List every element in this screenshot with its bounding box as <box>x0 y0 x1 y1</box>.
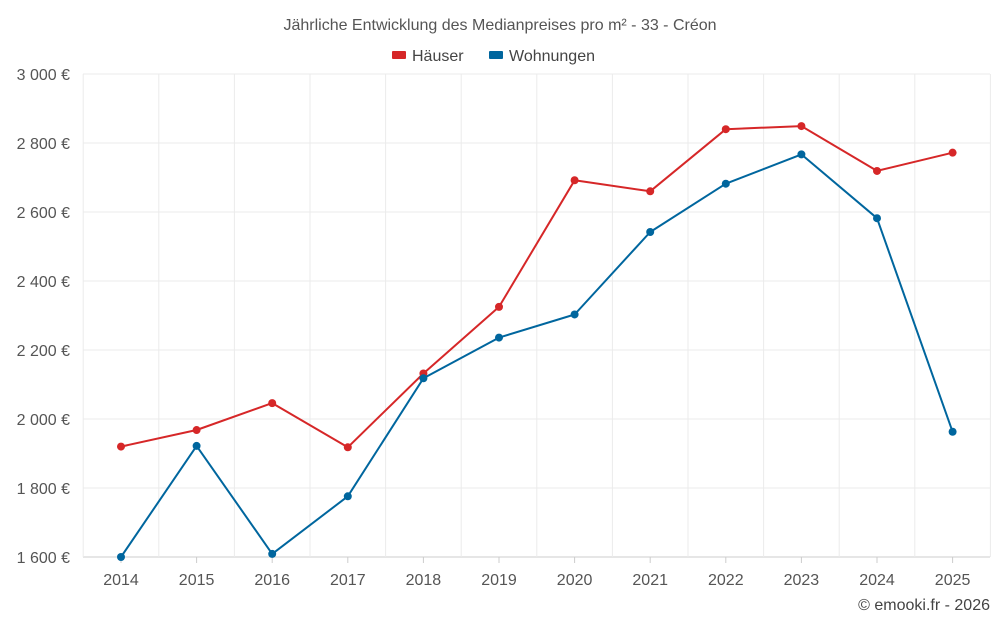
x-tick-label: 2018 <box>406 572 442 589</box>
y-tick-label: 2 600 € <box>17 205 70 222</box>
x-tick-label: 2016 <box>254 572 290 589</box>
legend-item-wohnungen[interactable]: Wohnungen <box>489 48 595 65</box>
y-tick-label: 1 600 € <box>17 550 70 567</box>
grid <box>82 73 991 558</box>
data-point-haeuser[interactable] <box>797 122 806 131</box>
credit: © emooki.fr - 2026 <box>858 597 990 614</box>
y-tick-label: 2 000 € <box>17 412 70 429</box>
series-line-wohnungen <box>120 153 954 558</box>
legend: Häuser Wohnungen <box>392 48 595 65</box>
data-point-haeuser[interactable] <box>570 176 579 185</box>
x-tick-label: 2017 <box>330 572 366 589</box>
data-point-wohnungen[interactable] <box>646 228 655 237</box>
y-tick-label: 2 400 € <box>17 274 70 291</box>
data-point-wohnungen[interactable] <box>495 333 503 342</box>
legend-item-haeuser[interactable]: Häuser <box>392 48 464 65</box>
y-tick-label: 1 800 € <box>17 481 70 498</box>
x-tick-label: 2019 <box>481 572 517 589</box>
data-point-wohnungen[interactable] <box>797 150 806 159</box>
data-point-wohnungen[interactable] <box>948 427 957 436</box>
data-point-wohnungen[interactable] <box>873 214 881 223</box>
data-point-wohnungen[interactable] <box>192 441 201 450</box>
data-point-haeuser[interactable] <box>117 442 125 451</box>
y-axis: 1 600 € 1 800 € 2 000 € 2 200 € 2 400 € 2 600… <box>17 67 70 567</box>
y-tick-label: 2 800 € <box>17 136 70 153</box>
x-tick-label: 2015 <box>179 572 215 589</box>
data-point-wohnungen[interactable] <box>343 492 352 501</box>
x-tick-label: 2020 <box>557 572 593 589</box>
series <box>117 122 957 561</box>
data-point-haeuser[interactable] <box>721 125 730 134</box>
y-tick-label: 3 000 € <box>17 67 70 84</box>
x-tick-label: 2024 <box>859 572 895 589</box>
data-point-haeuser[interactable] <box>495 302 503 311</box>
series-haeuser <box>117 122 957 452</box>
legend-label-haeuser: Häuser <box>412 48 464 65</box>
data-point-wohnungen[interactable] <box>268 549 277 558</box>
legend-swatch-wohnungen <box>489 51 503 59</box>
data-point-haeuser[interactable] <box>268 399 277 408</box>
x-tick-label: 2025 <box>935 572 971 589</box>
x-axis: 2014 2015 2016 2017 2018 2019 2020 2021 2022 2023… <box>103 557 970 589</box>
x-tick-label: 2014 <box>103 572 139 589</box>
data-point-haeuser[interactable] <box>192 426 201 435</box>
chart-title: Jährliche Entwicklung des Medianpreises … <box>283 17 716 34</box>
data-point-wohnungen[interactable] <box>721 179 730 188</box>
data-point-haeuser[interactable] <box>343 443 352 452</box>
series-wohnungen <box>117 150 957 561</box>
data-point-wohnungen[interactable] <box>117 553 125 561</box>
y-tick-label: 2 200 € <box>17 343 70 360</box>
data-point-haeuser[interactable] <box>646 187 655 196</box>
x-tick-label: 2022 <box>708 572 744 589</box>
series-line-haeuser <box>120 125 954 449</box>
legend-swatch-haeuser <box>392 51 406 59</box>
data-point-haeuser[interactable] <box>873 166 881 175</box>
data-point-wohnungen[interactable] <box>570 310 579 319</box>
data-point-wohnungen[interactable] <box>419 374 428 383</box>
x-tick-label: 2023 <box>784 572 820 589</box>
legend-label-wohnungen: Wohnungen <box>509 48 595 65</box>
data-point-haeuser[interactable] <box>948 148 957 157</box>
x-tick-label: 2021 <box>632 572 668 589</box>
